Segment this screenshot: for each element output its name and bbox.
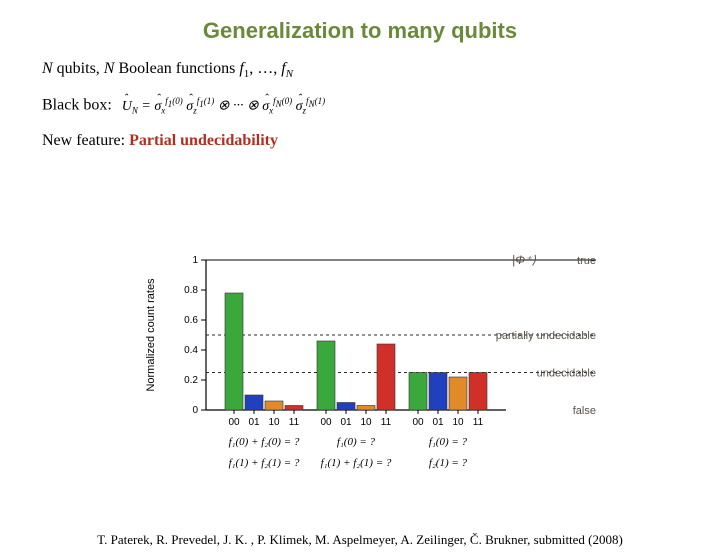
svg-text:0.6: 0.6 xyxy=(184,315,198,326)
blackbox-label: Black box: xyxy=(42,97,112,114)
svg-text:01: 01 xyxy=(432,417,444,428)
count-rates-chart: 0 0.2 0.4 0.6 0.8 1 Normalized count rates 00 01… xyxy=(136,254,606,506)
svg-text:00: 00 xyxy=(320,417,332,428)
chart-svg: 0 0.2 0.4 0.6 0.8 1 Normalized count rates 00 01… xyxy=(136,254,606,506)
newfeature-value: Partial undecidability xyxy=(129,132,278,149)
svg-text:f₂(1) = ?: f₂(1) = ? xyxy=(429,457,468,469)
svg-text:undecidable: undecidable xyxy=(537,368,596,380)
svg-text:11: 11 xyxy=(381,417,392,428)
svg-text:00: 00 xyxy=(412,417,424,428)
page-title: Generalization to many qubits xyxy=(0,18,720,44)
line-blackbox: Black box: UN = σxf1(0) σzf1(1) ⊗ ··· ⊗ … xyxy=(42,96,720,115)
svg-text:f₁(0) = ?: f₁(0) = ? xyxy=(337,436,376,448)
svg-text:Normalized count rates: Normalized count rates xyxy=(145,278,157,392)
svg-text:0.4: 0.4 xyxy=(184,345,198,356)
svg-text:f₁(1) + f₂(1) = ?: f₁(1) + f₂(1) = ? xyxy=(321,457,392,469)
svg-text:0.8: 0.8 xyxy=(184,285,198,296)
line-nqubits: N qubits, N Boolean functions f1, …, fN xyxy=(42,60,720,80)
svg-text:01: 01 xyxy=(248,417,260,428)
svg-text:f₁(0) + f₂(0) = ?: f₁(0) + f₂(0) = ? xyxy=(229,436,300,448)
svg-text:0.2: 0.2 xyxy=(184,375,198,386)
svg-text:f₁(0) = ?: f₁(0) = ? xyxy=(429,436,468,448)
svg-text:01: 01 xyxy=(340,417,352,428)
svg-text:false: false xyxy=(573,405,596,417)
svg-text:00: 00 xyxy=(228,417,240,428)
svg-text:true: true xyxy=(577,255,596,267)
var-N: N xyxy=(42,60,53,77)
newfeature-label: New feature: xyxy=(42,132,129,149)
svg-text:11: 11 xyxy=(289,417,300,428)
text-dots: , …, xyxy=(249,60,281,77)
blackbox-equation: UN = σxf1(0) σzf1(1) ⊗ ··· ⊗ σxfN(0) σzf… xyxy=(122,96,325,115)
svg-text:1: 1 xyxy=(192,255,198,266)
text-bool: Boolean functions xyxy=(114,60,239,77)
svg-text:0: 0 xyxy=(192,405,198,416)
var-N2: N xyxy=(104,60,115,77)
line-newfeature: New feature: Partial undecidability xyxy=(42,132,720,150)
svg-text:|Φ⁺⟩: |Φ⁺⟩ xyxy=(512,254,536,267)
svg-text:10: 10 xyxy=(268,417,280,428)
svg-text:f₁(1) + f₂(1) = ?: f₁(1) + f₂(1) = ? xyxy=(229,457,300,469)
svg-text:11: 11 xyxy=(473,417,484,428)
svg-text:10: 10 xyxy=(360,417,372,428)
citation: T. Paterek, R. Prevedel, J. K. , P. Klim… xyxy=(0,532,720,548)
svg-text:10: 10 xyxy=(452,417,464,428)
svg-text:partially undecidable: partially undecidable xyxy=(496,330,596,342)
text-qubits: qubits, xyxy=(53,60,104,77)
sub-N: N xyxy=(286,68,293,80)
